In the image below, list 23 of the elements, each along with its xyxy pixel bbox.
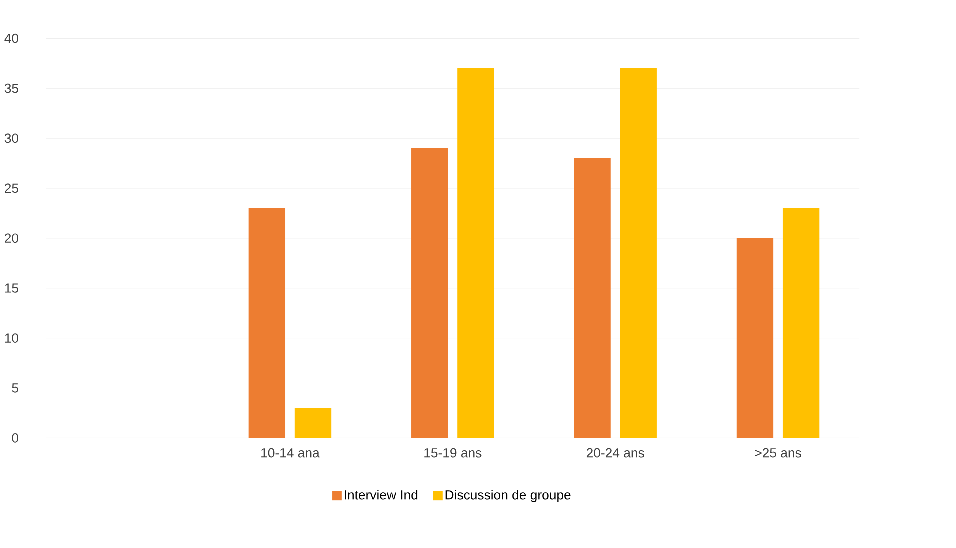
legend-label: Interview Ind: [345, 490, 418, 500]
y-tick-label: 5: [12, 384, 18, 393]
y-tick-label: 40: [4, 34, 19, 44]
y-tick-label: 35: [4, 84, 18, 94]
bar: [736, 238, 774, 438]
y-tick-label: 10: [5, 334, 19, 343]
legend-label: Discussion de groupe: [446, 490, 571, 502]
bar: [574, 158, 611, 438]
bar: [458, 68, 494, 438]
y-tick-label: 20: [5, 234, 19, 243]
y-tick-label: 0: [12, 433, 19, 443]
y-tick-label: 15: [5, 284, 18, 293]
y-tick-label: 30: [4, 134, 19, 144]
y-tick-label: 25: [5, 184, 18, 193]
bar: [782, 208, 820, 438]
x-tick-label: 20-24 ans: [586, 448, 644, 458]
x-tick-label: >25 ans: [755, 448, 802, 458]
bar: [294, 408, 332, 438]
bar: [620, 68, 657, 438]
bar: [248, 208, 286, 438]
x-tick-label: 10-14 ana: [262, 448, 320, 458]
bar: [412, 148, 448, 438]
x-tick-label: 15-19 ans: [424, 448, 482, 458]
